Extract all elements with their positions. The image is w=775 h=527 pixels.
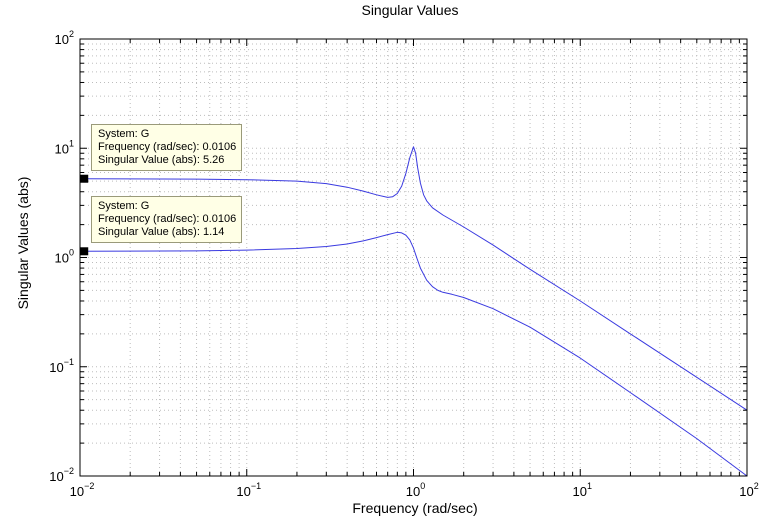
series-lines [79, 146, 748, 477]
y-tick-label: 102 [55, 29, 74, 47]
axis-ticks: 10−2 10−1 100 101 102 10−2 10−1 100 101 102 [49, 29, 758, 499]
datatip-upper[interactable]: System: G Frequency (rad/sec): 0.0106 Si… [91, 124, 243, 171]
datatip-marker-1 [80, 174, 89, 183]
datatip-marker-2 [80, 247, 89, 256]
x-axis-label: Frequency (rad/sec) [352, 500, 478, 516]
x-tick-label: 101 [573, 481, 592, 499]
datatip-value: Singular Value (abs): 1.14 [98, 226, 225, 238]
y-axis-label: Singular Values (abs) [15, 176, 31, 310]
y-tick-label: 10−2 [49, 466, 74, 484]
singular-value-line-2 [79, 231, 748, 477]
y-tick-label: 101 [55, 138, 74, 156]
y-tick-label: 10−1 [49, 357, 74, 375]
x-tick-label: 100 [406, 481, 425, 499]
datatip-system: System: G [98, 200, 150, 212]
y-tick-label: 100 [55, 248, 74, 266]
datatip-frequency: Frequency (rad/sec): 0.0106 [98, 213, 237, 225]
x-tick-label: 10−2 [70, 481, 95, 499]
datatip-markers [80, 174, 89, 256]
chart-title: Singular Values [361, 2, 459, 18]
x-tick-label: 102 [739, 481, 758, 499]
datatip-system: System: G [98, 128, 150, 140]
datatip-value: Singular Value (abs): 5.26 [98, 154, 225, 166]
grid-lines [79, 39, 747, 477]
datatip-lower[interactable]: System: G Frequency (rad/sec): 0.0106 Si… [91, 196, 243, 243]
datatip-frequency: Frequency (rad/sec): 0.0106 [98, 141, 237, 153]
singular-value-line-1 [79, 146, 748, 411]
x-tick-label: 10−1 [236, 481, 261, 499]
